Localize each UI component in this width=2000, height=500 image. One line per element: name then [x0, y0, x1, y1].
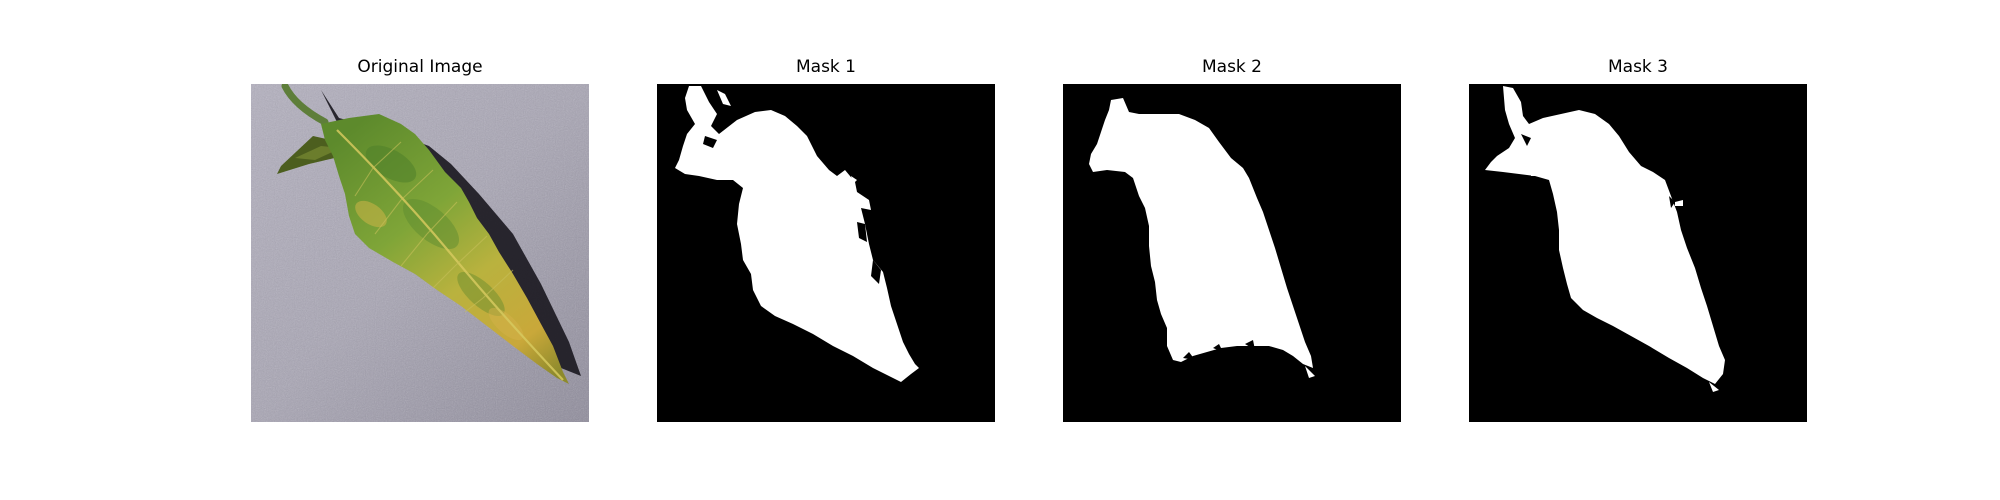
original-image-panel: Original Image — [251, 57, 589, 422]
mask-3-foreground — [1485, 86, 1725, 384]
mask-2-panel: Mask 2 — [1063, 57, 1401, 422]
leaf-stem — [281, 84, 329, 126]
mask-1-image — [657, 84, 995, 422]
mask-2-title: Mask 2 — [1201, 57, 1262, 77]
mask-1-foreground — [675, 86, 919, 382]
mask-2-foreground — [1089, 98, 1313, 368]
original-leaf-photo — [251, 84, 589, 422]
mask-3-panel: Mask 3 — [1469, 57, 1807, 422]
mask-3-title: Mask 3 — [1607, 57, 1668, 77]
leaf-midrib — [336, 129, 564, 381]
original-image-title: Original Image — [357, 57, 483, 77]
mask-1-panel: Mask 1 — [657, 57, 995, 422]
mask-3-image — [1469, 84, 1807, 422]
mask-1-title: Mask 1 — [795, 57, 856, 77]
mask-2-image — [1063, 84, 1401, 422]
